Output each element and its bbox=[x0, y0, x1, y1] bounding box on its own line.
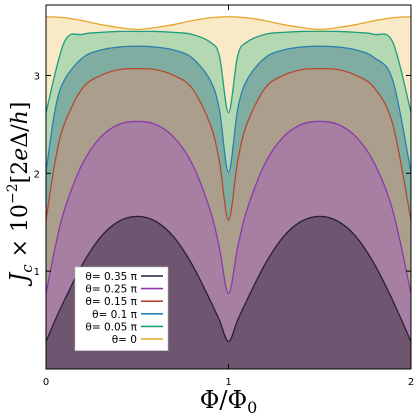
x-tick-label: 0 bbox=[43, 377, 49, 388]
legend-label-0: θ= 0 bbox=[112, 334, 137, 346]
x-tick-label: 1 bbox=[225, 377, 231, 388]
series-line-0 bbox=[45, 16, 412, 31]
legend-label-0-1: θ= 0.1 π bbox=[92, 309, 138, 321]
series-line-0-35 bbox=[45, 215, 412, 343]
legend-entries: θ= 0.35 πθ= 0.25 πθ= 0.15 πθ= 0.1 πθ= 0.… bbox=[85, 271, 163, 346]
series-line-0-15 bbox=[45, 67, 412, 221]
legend-label-0-05: θ= 0.05 π bbox=[85, 321, 137, 333]
y-tick-label: 1 bbox=[34, 267, 40, 278]
series-line-0-25 bbox=[45, 120, 412, 295]
legend: θ= 0.35 πθ= 0.25 πθ= 0.15 πθ= 0.1 πθ= 0.… bbox=[74, 266, 169, 351]
legend-label-0-15: θ= 0.15 π bbox=[85, 296, 137, 308]
y-axis-label: Jc × 10−2[2eΔ/h] bbox=[5, 102, 36, 288]
legend-label-0-35: θ= 0.35 π bbox=[85, 271, 137, 283]
y-tick-label: 2 bbox=[34, 169, 40, 180]
series-line-0-1 bbox=[45, 45, 412, 173]
legend-box bbox=[74, 266, 169, 351]
x-axis-label: Φ/Φ0 bbox=[200, 386, 258, 416]
legend-label-0-25: θ= 0.25 π bbox=[85, 284, 137, 296]
series-line-0-05 bbox=[45, 30, 412, 114]
axis-ticks: 0 1 2 1 2 3 bbox=[34, 5, 414, 388]
y-tick-label: 3 bbox=[34, 71, 40, 82]
x-tick-label: 2 bbox=[408, 377, 414, 388]
